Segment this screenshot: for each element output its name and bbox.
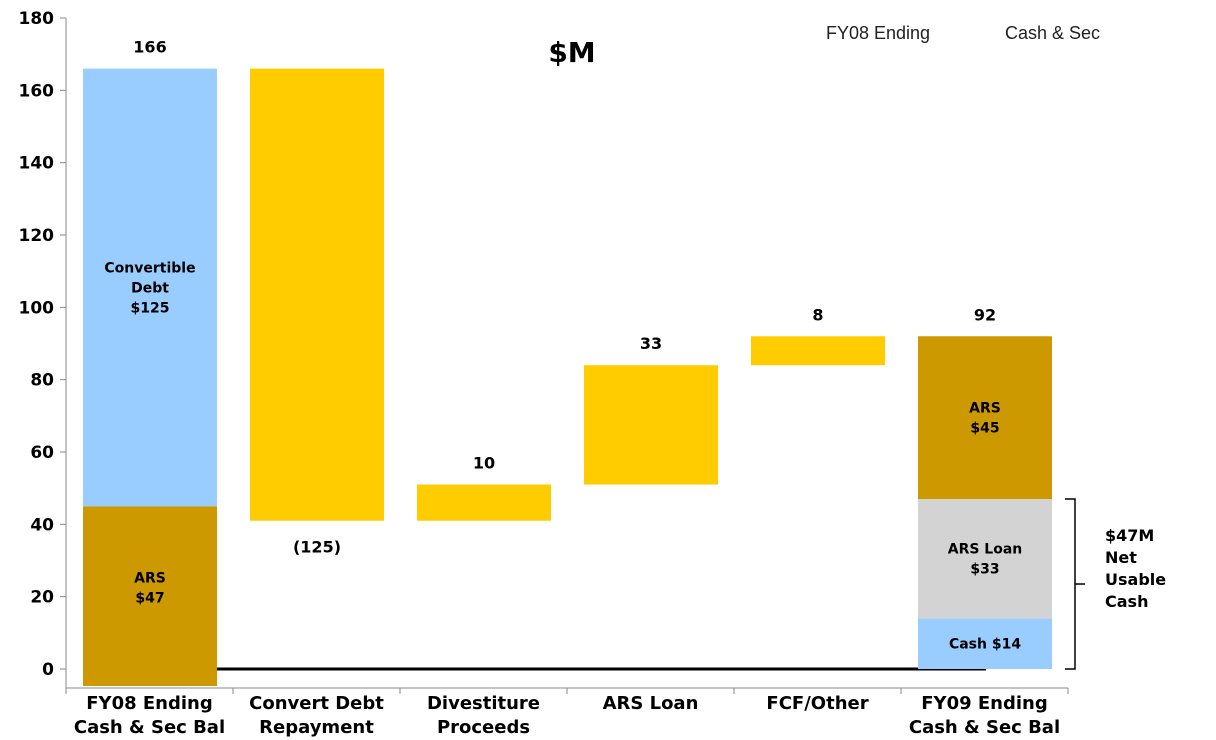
y-tick-label: 0 (42, 660, 54, 680)
category-label: FY09 Ending (921, 693, 1048, 714)
category-label: ARS Loan (603, 693, 699, 714)
y-tick-label: 140 (19, 154, 55, 174)
category-label: Repayment (259, 717, 374, 738)
y-tick-label: 180 (19, 9, 55, 29)
bracket-label: $47M (1105, 526, 1154, 545)
category-label: Proceeds (437, 717, 530, 738)
axes: 0 20 40 60 80 100 120 140 160 180 (19, 9, 1085, 694)
value-label: 33 (640, 334, 662, 353)
bar-segment (584, 365, 718, 485)
value-label: 92 (974, 305, 996, 324)
chart-title: $M (548, 36, 595, 69)
y-tick-label: 40 (30, 515, 54, 535)
segment-label: $125 (131, 300, 170, 316)
segment-label: ARS Loan (948, 542, 1023, 558)
header-left-text: FY08 Ending (826, 23, 930, 43)
segment-label: ARS (134, 571, 166, 587)
bracket-line (1065, 498, 1076, 670)
value-label: 166 (133, 38, 166, 57)
category-label: FCF/Other (766, 693, 868, 714)
segment-label: $45 (970, 421, 999, 437)
bars (83, 68, 1052, 686)
value-label: 10 (473, 454, 495, 473)
segment-label: Debt (131, 280, 169, 296)
category-label: Divestiture (427, 693, 540, 714)
bar-segment (918, 499, 1052, 619)
y-tick-label: 160 (19, 81, 55, 101)
segment-label: ARS (969, 401, 1001, 417)
bar-segment (918, 618, 1052, 669)
bracket-label: Usable (1105, 570, 1166, 589)
segment-label: $33 (970, 562, 999, 578)
labels: FY08 Ending Cash & Sec Bal Convert Debt Rep… (74, 38, 1166, 738)
header-right-text: Cash & Sec (1005, 23, 1100, 43)
y-tick-label: 120 (19, 226, 55, 246)
bracket-label: Net (1105, 548, 1137, 567)
segment-label: Convertible (104, 260, 195, 276)
segment-label: Cash $14 (949, 637, 1021, 653)
bracket-label: Cash (1105, 592, 1148, 611)
bar-segment (83, 506, 217, 686)
bar-segment (417, 484, 551, 521)
category-label: FY08 Ending (86, 693, 213, 714)
bar-segment (751, 336, 885, 366)
bar-segment (83, 68, 217, 507)
y-tick-label: 100 (19, 298, 55, 318)
bar-segment (250, 68, 384, 521)
y-tick-label: 60 (30, 443, 54, 463)
category-label: Convert Debt (249, 693, 384, 714)
segment-label: $47 (135, 591, 164, 607)
bar-segment (918, 336, 1052, 500)
y-tick-label: 20 (30, 588, 54, 608)
category-label: Cash & Sec Bal (909, 717, 1060, 738)
y-tick-label: 80 (30, 371, 54, 391)
value-label: 8 (812, 305, 823, 324)
value-label: (125) (293, 538, 341, 557)
category-label: Cash & Sec Bal (74, 717, 225, 738)
